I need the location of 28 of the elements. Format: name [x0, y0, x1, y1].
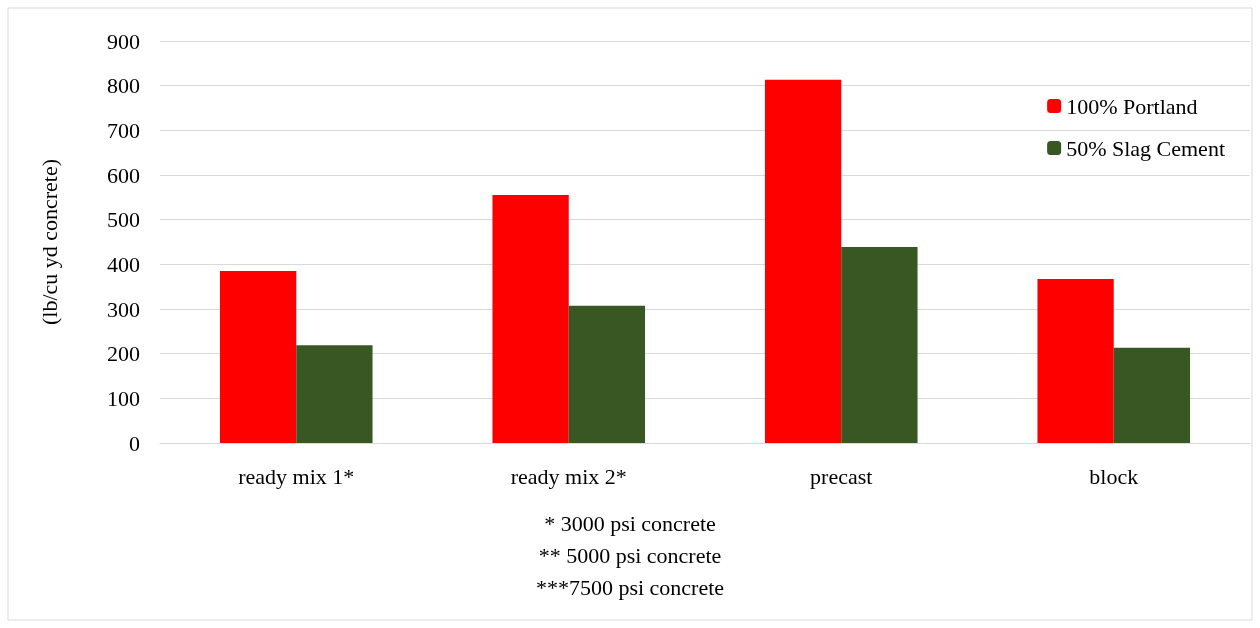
x-tick-label: block: [1089, 463, 1139, 489]
y-tick-label: 0: [129, 430, 140, 456]
y-tick-label: 600: [107, 162, 140, 188]
y-tick-label: 700: [107, 117, 140, 143]
text: ***7500 psi concrete: [535, 574, 725, 600]
text: * 3000 psi concrete: [544, 510, 716, 536]
bar: [492, 195, 569, 443]
x-tick-label: ready mix 2*: [510, 463, 627, 489]
y-axis-title: (lb/cu yd concrete): [36, 158, 62, 326]
text: ** 5000 psi concrete: [538, 542, 722, 568]
x-tick-label: ready mix 1*: [238, 463, 355, 489]
bar: [1113, 347, 1191, 443]
y-tick-label: 800: [107, 73, 140, 99]
bar: [219, 271, 297, 443]
legend-label: 50% Slag Cement: [1066, 135, 1226, 161]
bar: [568, 305, 646, 443]
bar: [296, 345, 373, 443]
legend-label: 100% Portland: [1066, 93, 1198, 119]
y-tick-label: 900: [107, 28, 140, 54]
y-tick-label: 300: [107, 296, 140, 322]
bar: [841, 246, 918, 443]
x-tick-label: precast: [810, 463, 873, 489]
y-tick-label: 200: [107, 341, 140, 367]
y-tick-label: 100: [107, 385, 140, 411]
bar: [764, 79, 842, 443]
y-tick-label: 500: [107, 207, 140, 233]
y-tick-label: 400: [107, 251, 140, 277]
bar: [1037, 279, 1114, 443]
